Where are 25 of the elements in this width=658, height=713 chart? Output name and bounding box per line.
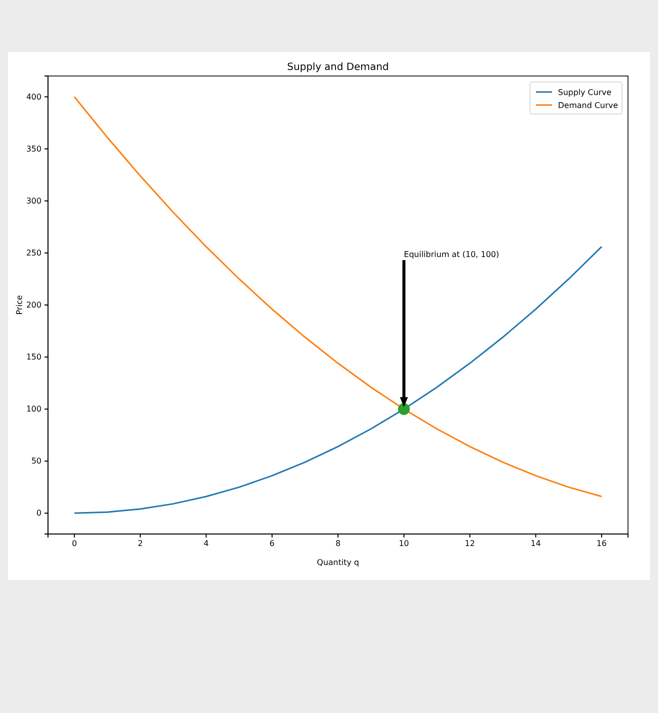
x-tick-label: 2 <box>138 539 143 548</box>
y-tick-label: 100 <box>26 404 42 414</box>
x-tick-label: 8 <box>335 539 341 548</box>
x-tick-label: 10 <box>398 539 410 548</box>
x-tick-label: 6 <box>270 539 275 548</box>
line-series <box>74 246 602 514</box>
y-tick-label: 50 <box>31 456 42 466</box>
y-tick-label: 0 <box>36 508 42 518</box>
y-tick-label: 150 <box>26 352 42 362</box>
x-tick-label: 12 <box>464 539 475 548</box>
x-tick-label: 14 <box>530 539 541 548</box>
x-tick-label: 4 <box>204 539 209 548</box>
y-tick-label: 400 <box>26 92 42 102</box>
chart-title: Supply and Demand <box>287 62 389 73</box>
x-tick-label: 0 <box>72 539 77 548</box>
y-axis-title: Price <box>15 295 24 315</box>
y-tick-label: 250 <box>26 248 42 258</box>
y-tick-label: 200 <box>26 300 42 310</box>
legend-label: Supply Curve <box>558 88 612 97</box>
y-tick-label: 300 <box>26 196 42 206</box>
x-tick-label: 16 <box>596 539 607 548</box>
x-axis-title: Quantity q <box>316 558 360 567</box>
y-tick-label: 350 <box>26 144 42 154</box>
annotation: Equilibrium at (10, 100) <box>404 250 500 260</box>
legend-label: Demand Curve <box>558 101 618 110</box>
